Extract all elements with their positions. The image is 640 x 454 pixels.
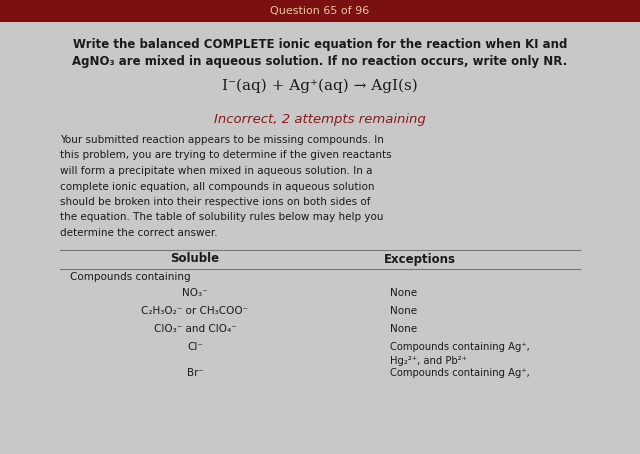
Text: Compounds containing Ag⁺,: Compounds containing Ag⁺, [390, 342, 530, 352]
Text: NO₃⁻: NO₃⁻ [182, 288, 208, 298]
Text: Exceptions: Exceptions [384, 252, 456, 266]
Text: Br⁻: Br⁻ [186, 369, 204, 379]
Text: Your submitted reaction appears to be missing compounds. In: Your submitted reaction appears to be mi… [60, 135, 384, 145]
Text: Compounds containing Ag⁺,: Compounds containing Ag⁺, [390, 369, 530, 379]
Text: Compounds containing: Compounds containing [70, 272, 191, 282]
Text: this problem, you are trying to determine if the given reactants: this problem, you are trying to determin… [60, 150, 392, 161]
Text: determine the correct answer.: determine the correct answer. [60, 228, 218, 238]
Text: Write the balanced COMPLETE ionic equation for the reaction when KI and: Write the balanced COMPLETE ionic equati… [73, 38, 567, 51]
Text: Question 65 of 96: Question 65 of 96 [270, 6, 370, 16]
Text: Hg₂²⁺, and Pb²⁺: Hg₂²⁺, and Pb²⁺ [390, 355, 467, 365]
Text: Cl⁻: Cl⁻ [187, 342, 203, 352]
Text: None: None [390, 306, 417, 316]
Text: AgNO₃ are mixed in aqueous solution. If no reaction occurs, write only NR.: AgNO₃ are mixed in aqueous solution. If … [72, 55, 568, 68]
Text: None: None [390, 288, 417, 298]
Text: C₂H₃O₂⁻ or CH₃COO⁻: C₂H₃O₂⁻ or CH₃COO⁻ [141, 306, 248, 316]
Text: the equation. The table of solubility rules below may help you: the equation. The table of solubility ru… [60, 212, 383, 222]
Text: None: None [390, 325, 417, 335]
Text: Incorrect, 2 attempts remaining: Incorrect, 2 attempts remaining [214, 113, 426, 126]
Text: complete ionic equation, all compounds in aqueous solution: complete ionic equation, all compounds i… [60, 182, 374, 192]
Bar [0, 0, 640, 22]
Text: I⁻(aq) + Ag⁺(aq) → AgI(s): I⁻(aq) + Ag⁺(aq) → AgI(s) [222, 79, 418, 94]
Text: will form a precipitate when mixed in aqueous solution. In a: will form a precipitate when mixed in aq… [60, 166, 372, 176]
Text: ClO₃⁻ and ClO₄⁻: ClO₃⁻ and ClO₄⁻ [154, 325, 236, 335]
Text: should be broken into their respective ions on both sides of: should be broken into their respective i… [60, 197, 371, 207]
Text: Soluble: Soluble [170, 252, 220, 266]
